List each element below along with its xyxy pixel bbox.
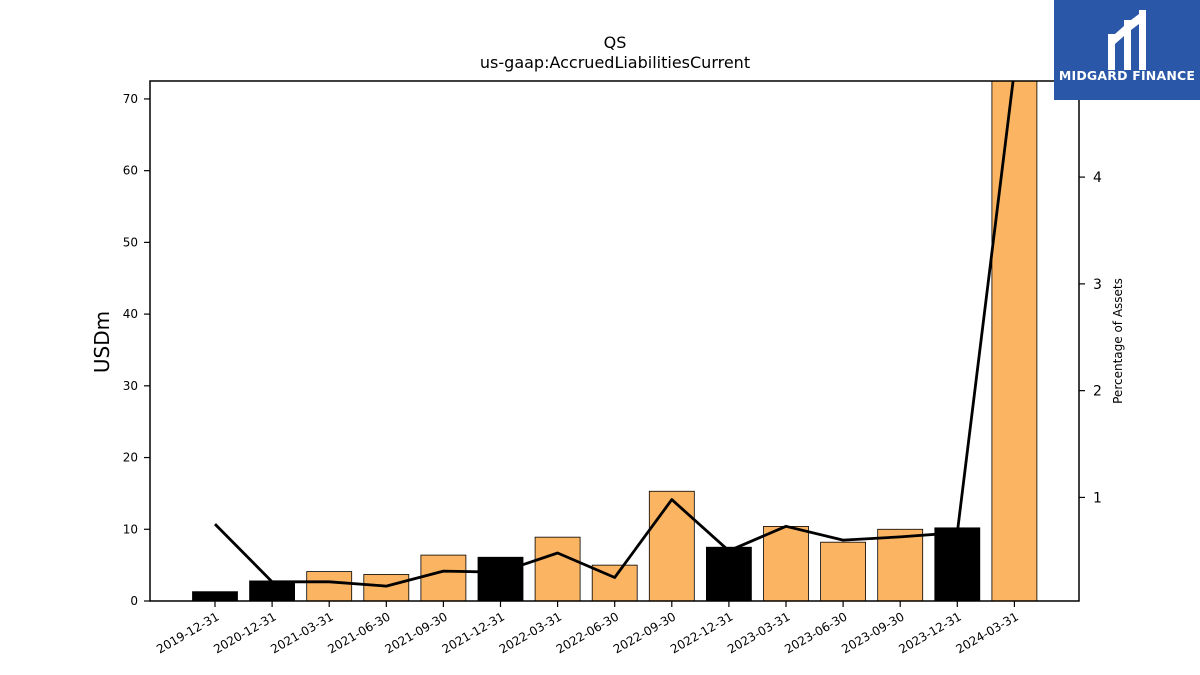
x-tick-label: 2024-03-31 — [953, 609, 1020, 656]
bar-2024-03-31 — [991, 80, 1038, 602]
x-axis: 2019-12-312020-12-312021-03-312021-06-30… — [154, 601, 1021, 656]
y-tick-label: 20 — [123, 451, 138, 465]
x-tick-label: 2022-12-31 — [668, 609, 735, 656]
bar-2023-12-31 — [934, 527, 981, 602]
x-tick-label: 2023-09-30 — [839, 609, 906, 656]
percentage-line — [214, 81, 1015, 588]
chart-title: QS — [604, 33, 627, 52]
y-tick-label: 60 — [123, 164, 138, 178]
y2-axis-label: Percentage of Assets — [1111, 278, 1125, 404]
y-tick-label: 10 — [123, 522, 138, 536]
y-axis-left: 0 10 20 30 40 50 60 70 — [123, 92, 150, 608]
bar-2023-06-30 — [820, 541, 866, 602]
x-tick-label: 2022-03-31 — [497, 609, 564, 656]
bar-2021-12-31 — [477, 556, 524, 602]
y-axis-label: USDm — [90, 311, 114, 373]
y-tick-label: 70 — [123, 92, 138, 106]
x-tick-label: 2020-12-31 — [211, 609, 278, 656]
line-group — [214, 81, 1015, 588]
bar-2021-03-31 — [306, 571, 353, 602]
y2-tick-label: 4 — [1093, 170, 1102, 186]
y-tick-label: 50 — [123, 235, 138, 249]
x-tick-label: 2023-03-31 — [725, 609, 792, 656]
y2-tick-label: 1 — [1093, 490, 1102, 506]
bar-2021-09-30 — [420, 554, 467, 602]
plot-frame — [149, 80, 1080, 602]
x-tick-label: 2023-06-30 — [782, 609, 849, 656]
bar-2022-09-30 — [648, 490, 695, 602]
bar-2021-06-30 — [363, 574, 410, 602]
chart-subtitle: us-gaap:AccruedLiabilitiesCurrent — [480, 53, 750, 72]
x-tick-label: 2022-06-30 — [554, 609, 621, 656]
x-tick-label: 2019-12-31 — [154, 609, 221, 656]
y-tick-label: 0 — [130, 594, 138, 608]
x-tick-label: 2021-12-31 — [440, 609, 507, 656]
bar-2020-12-31 — [249, 580, 296, 602]
bar-2023-09-30 — [877, 528, 924, 602]
x-tick-label: 2023-12-31 — [896, 609, 963, 656]
bar-2022-03-31 — [534, 536, 581, 602]
y-axis-right: 1 2 3 4 — [1079, 170, 1102, 506]
bar-2019-12-31 — [192, 591, 238, 602]
brand-logo: MIDGARD FINANCE — [1054, 0, 1200, 100]
y-tick-label: 30 — [123, 379, 138, 393]
bar-group — [192, 80, 1038, 602]
y2-tick-label: 3 — [1093, 277, 1102, 293]
logo-text: MIDGARD FINANCE — [1058, 68, 1196, 83]
x-tick-label: 2021-09-30 — [382, 609, 449, 656]
x-tick-label: 2022-09-30 — [611, 609, 678, 656]
bar-2022-12-31 — [706, 546, 752, 602]
x-tick-label: 2021-06-30 — [325, 609, 392, 656]
y2-tick-label: 2 — [1093, 384, 1102, 400]
bar-2023-03-31 — [763, 526, 809, 602]
y-tick-label: 40 — [123, 307, 138, 321]
x-tick-label: 2021-03-31 — [268, 609, 335, 656]
midgard-logo-icon — [1108, 10, 1146, 70]
